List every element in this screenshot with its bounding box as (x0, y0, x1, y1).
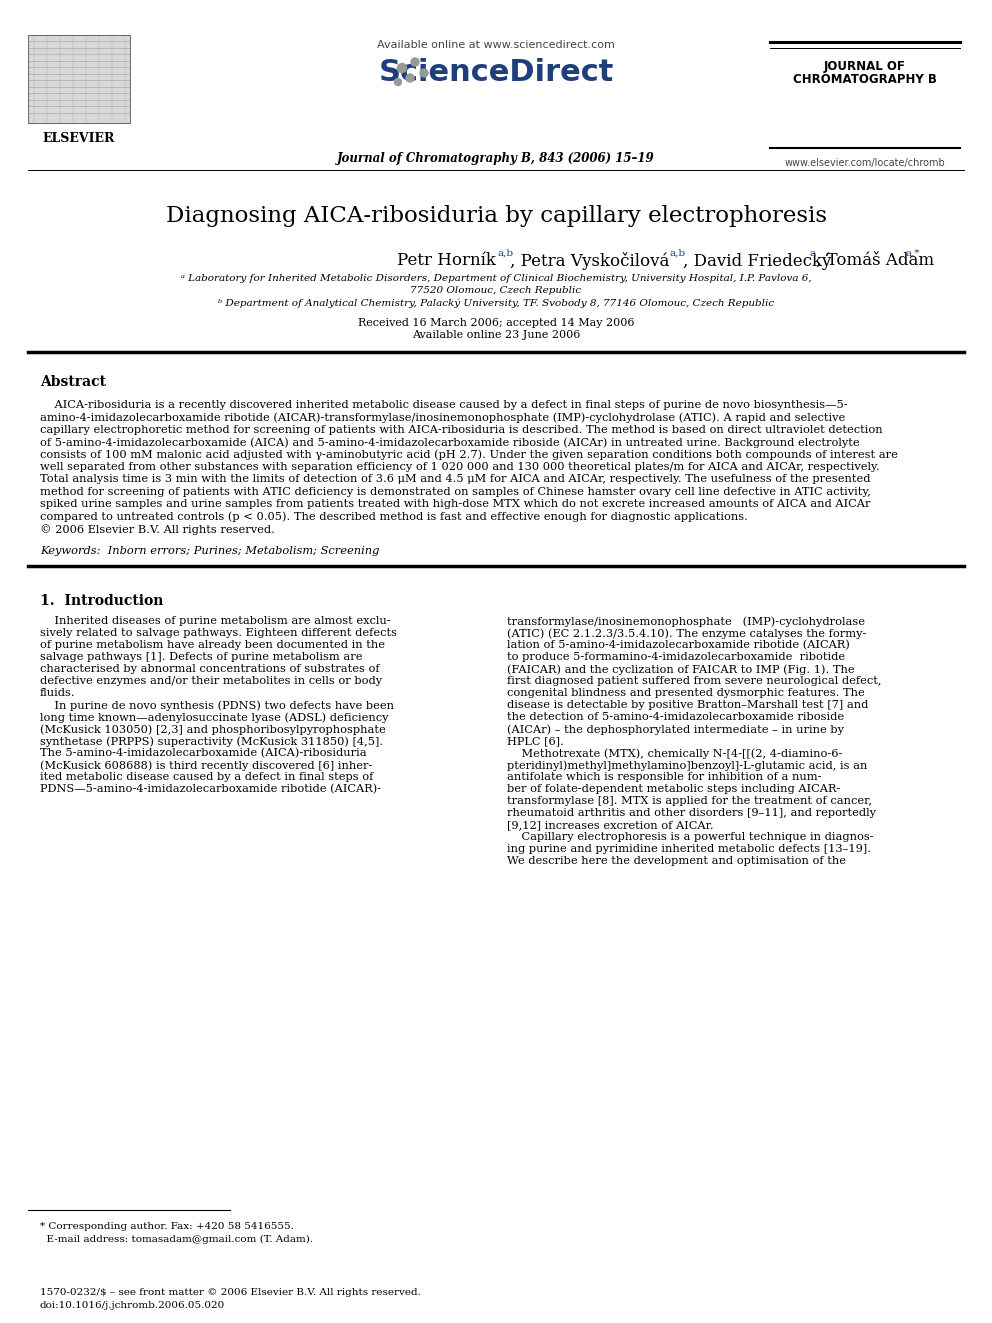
Text: In purine de novo synthesis (PDNS) two defects have been: In purine de novo synthesis (PDNS) two d… (40, 700, 394, 710)
Text: Diagnosing AICA-ribosiduria by capillary electrophoresis: Diagnosing AICA-ribosiduria by capillary… (166, 205, 826, 228)
Circle shape (398, 64, 407, 73)
Text: Available online at www.sciencedirect.com: Available online at www.sciencedirect.co… (377, 40, 615, 50)
Text: (ATIC) (EC 2.1.2.3/3.5.4.10). The enzyme catalyses the formy-: (ATIC) (EC 2.1.2.3/3.5.4.10). The enzyme… (507, 628, 866, 639)
Text: transformylase/inosinemonophosphate   (IMP)-cyclohydrolase: transformylase/inosinemonophosphate (IMP… (507, 617, 865, 627)
Text: ELSEVIER: ELSEVIER (43, 132, 115, 146)
Text: spiked urine samples and urine samples from patients treated with high-dose MTX : spiked urine samples and urine samples f… (40, 499, 871, 509)
Text: of 5-amino-4-imidazolecarboxamide (AICA) and 5-amino-4-imidazolecarboxamide ribo: of 5-amino-4-imidazolecarboxamide (AICA)… (40, 437, 860, 447)
Text: We describe here the development and optimisation of the: We describe here the development and opt… (507, 856, 846, 867)
Text: [9,12] increases excretion of AICAr.: [9,12] increases excretion of AICAr. (507, 820, 713, 831)
Text: Available online 23 June 2006: Available online 23 June 2006 (412, 329, 580, 340)
Text: capillary electrophoretic method for screening of patients with AICA-ribosiduria: capillary electrophoretic method for scr… (40, 425, 883, 435)
Text: , Petra Vyskočilová: , Petra Vyskočilová (510, 251, 670, 270)
Text: (FAICAR) and the cyclization of FAICAR to IMP (Fig. 1). The: (FAICAR) and the cyclization of FAICAR t… (507, 664, 855, 675)
Text: of purine metabolism have already been documented in the: of purine metabolism have already been d… (40, 640, 385, 651)
Text: a,b: a,b (670, 249, 686, 258)
Text: the detection of 5-amino-4-imidazolecarboxamide riboside: the detection of 5-amino-4-imidazolecarb… (507, 712, 844, 722)
Text: Methotrexate (MTX), chemically N-[4-[[(2, 4-diamino-6-: Methotrexate (MTX), chemically N-[4-[[(2… (507, 749, 842, 759)
Text: Capillary electrophoresis is a powerful technique in diagnos-: Capillary electrophoresis is a powerful … (507, 832, 874, 843)
Circle shape (406, 74, 414, 82)
Text: ScienceDirect: ScienceDirect (378, 58, 614, 87)
Text: Petr Horník: Petr Horník (397, 251, 496, 269)
Circle shape (411, 58, 419, 66)
Text: PDNS—5-amino-4-imidazolecarboxamide ribotide (AICAR)-: PDNS—5-amino-4-imidazolecarboxamide ribo… (40, 785, 381, 795)
Text: synthetase (PRPPS) superactivity (McKusick 311850) [4,5].: synthetase (PRPPS) superactivity (McKusi… (40, 737, 383, 747)
Text: defective enzymes and/or their metabolites in cells or body: defective enzymes and/or their metabolit… (40, 676, 382, 687)
Text: The 5-amino-4-imidazolecarboxamide (AICA)-ribosiduria: The 5-amino-4-imidazolecarboxamide (AICA… (40, 749, 367, 758)
Text: , Tomáš Adam: , Tomáš Adam (816, 251, 934, 269)
Text: characterised by abnormal concentrations of substrates of: characterised by abnormal concentrations… (40, 664, 380, 675)
Circle shape (395, 78, 402, 86)
Text: transformylase [8]. MTX is applied for the treatment of cancer,: transformylase [8]. MTX is applied for t… (507, 796, 872, 807)
Text: well separated from other substances with separation efficiency of 1 020 000 and: well separated from other substances wit… (40, 462, 880, 472)
Text: * Corresponding author. Fax: +420 58 5416555.: * Corresponding author. Fax: +420 58 541… (40, 1222, 294, 1230)
Text: 1570-0232/$ – see front matter © 2006 Elsevier B.V. All rights reserved.: 1570-0232/$ – see front matter © 2006 El… (40, 1289, 421, 1297)
Text: , David Friedecký: , David Friedecký (683, 251, 831, 270)
Text: CHROMATOGRAPHY B: CHROMATOGRAPHY B (793, 73, 936, 86)
Circle shape (420, 69, 428, 77)
Text: a,b: a,b (497, 249, 513, 258)
Text: ited metabolic disease caused by a defect in final steps of: ited metabolic disease caused by a defec… (40, 773, 373, 782)
Bar (28, 34, 130, 123)
Text: ber of folate-dependent metabolic steps including AICAR-: ber of folate-dependent metabolic steps … (507, 785, 840, 794)
Text: 77520 Olomouc, Czech Republic: 77520 Olomouc, Czech Republic (411, 286, 581, 295)
Text: disease is detectable by positive Bratton–Marshall test [7] and: disease is detectable by positive Bratto… (507, 700, 868, 710)
Text: a,*: a,* (906, 249, 921, 258)
Text: long time known—adenylosuccinate lyase (ADSL) deficiency: long time known—adenylosuccinate lyase (… (40, 712, 389, 722)
Text: salvage pathways [1]. Defects of purine metabolism are: salvage pathways [1]. Defects of purine … (40, 652, 362, 663)
Text: AICA-ribosiduria is a recently discovered inherited metabolic disease caused by : AICA-ribosiduria is a recently discovere… (40, 400, 847, 410)
Text: E-mail address: tomasadam@gmail.com (T. Adam).: E-mail address: tomasadam@gmail.com (T. … (40, 1234, 313, 1244)
Text: HPLC [6].: HPLC [6]. (507, 737, 563, 746)
Text: Keywords:  Inborn errors; Purines; Metabolism; Screening: Keywords: Inborn errors; Purines; Metabo… (40, 546, 379, 557)
Text: Journal of Chromatography B, 843 (2006) 15–19: Journal of Chromatography B, 843 (2006) … (337, 152, 655, 165)
Text: fluids.: fluids. (40, 688, 75, 699)
Text: © 2006 Elsevier B.V. All rights reserved.: © 2006 Elsevier B.V. All rights reserved… (40, 524, 275, 534)
Text: pteridinyl)methyl]methylamino]benzoyl]-L-glutamic acid, is an: pteridinyl)methyl]methylamino]benzoyl]-L… (507, 761, 867, 771)
Text: 1.  Introduction: 1. Introduction (40, 594, 164, 609)
Text: ᵃ Laboratory for Inherited Metabolic Disorders, Department of Clinical Biochemis: ᵃ Laboratory for Inherited Metabolic Dis… (181, 274, 811, 283)
Text: first diagnosed patient suffered from severe neurological defect,: first diagnosed patient suffered from se… (507, 676, 882, 687)
Text: amino-4-imidazolecarboxamide ribotide (AICAR)-transformylase/inosinemonophosphat: amino-4-imidazolecarboxamide ribotide (A… (40, 413, 845, 423)
Text: JOURNAL OF: JOURNAL OF (824, 60, 906, 73)
Text: to produce 5-formamino-4-imidazolecarboxamide  ribotide: to produce 5-formamino-4-imidazolecarbox… (507, 652, 845, 663)
Text: method for screening of patients with ATIC deficiency is demonstrated on samples: method for screening of patients with AT… (40, 487, 871, 497)
Text: a: a (810, 249, 816, 258)
Text: (McKusick 608688) is third recently discovered [6] inher-: (McKusick 608688) is third recently disc… (40, 761, 372, 771)
Text: sively related to salvage pathways. Eighteen different defects: sively related to salvage pathways. Eigh… (40, 628, 397, 639)
Text: (McKusick 103050) [2,3] and phosphoribosylpyrophosphate: (McKusick 103050) [2,3] and phosphoribos… (40, 725, 386, 736)
Text: congenital blindness and presented dysmorphic features. The: congenital blindness and presented dysmo… (507, 688, 865, 699)
Text: antifolate which is responsible for inhibition of a num-: antifolate which is responsible for inhi… (507, 773, 821, 782)
Text: ing purine and pyrimidine inherited metabolic defects [13–19].: ing purine and pyrimidine inherited meta… (507, 844, 871, 855)
Text: doi:10.1016/j.jchromb.2006.05.020: doi:10.1016/j.jchromb.2006.05.020 (40, 1301, 225, 1310)
Text: www.elsevier.com/locate/chromb: www.elsevier.com/locate/chromb (785, 157, 945, 168)
Text: compared to untreated controls (p < 0.05). The described method is fast and effe: compared to untreated controls (p < 0.05… (40, 512, 748, 523)
Text: ᵇ Department of Analytical Chemistry, Palacký University, TF. Svobody 8, 77146 O: ᵇ Department of Analytical Chemistry, Pa… (218, 298, 774, 307)
Text: rheumatoid arthritis and other disorders [9–11], and reportedly: rheumatoid arthritis and other disorders… (507, 808, 876, 819)
Text: lation of 5-amino-4-imidazolecarboxamide ribotide (AICAR): lation of 5-amino-4-imidazolecarboxamide… (507, 640, 850, 651)
Text: Abstract: Abstract (40, 374, 106, 389)
Text: (AICAr) – the dephosphorylated intermediate – in urine by: (AICAr) – the dephosphorylated intermedi… (507, 725, 844, 736)
Text: Inherited diseases of purine metabolism are almost exclu-: Inherited diseases of purine metabolism … (40, 617, 391, 626)
Text: Total analysis time is 3 min with the limits of detection of 3.6 μM and 4.5 μM f: Total analysis time is 3 min with the li… (40, 475, 871, 484)
Text: consists of 100 mM malonic acid adjusted with γ-aminobutyric acid (pH 2.7). Unde: consists of 100 mM malonic acid adjusted… (40, 450, 898, 460)
Text: Received 16 March 2006; accepted 14 May 2006: Received 16 March 2006; accepted 14 May … (358, 318, 634, 328)
